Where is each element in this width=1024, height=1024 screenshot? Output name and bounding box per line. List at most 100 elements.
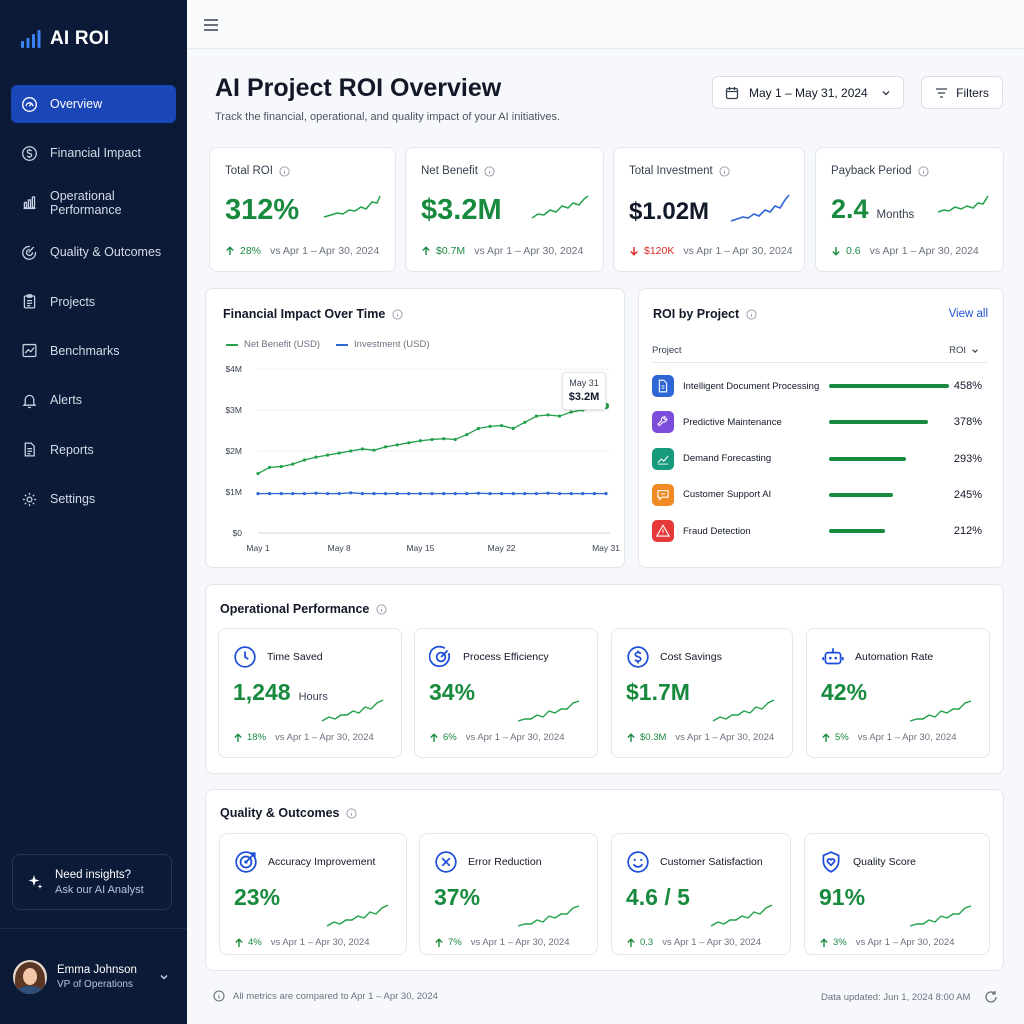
data-point[interactable] bbox=[302, 458, 306, 462]
data-point[interactable] bbox=[488, 424, 492, 428]
filters-button[interactable]: Filters bbox=[921, 76, 1003, 109]
data-point[interactable] bbox=[349, 449, 353, 453]
chart-legend: Net Benefit (USD) Investment (USD) bbox=[226, 339, 430, 350]
data-point[interactable] bbox=[569, 410, 573, 414]
data-point[interactable] bbox=[360, 447, 364, 451]
data-point[interactable] bbox=[349, 491, 353, 495]
data-point[interactable] bbox=[476, 491, 480, 495]
data-point[interactable] bbox=[384, 445, 388, 449]
chevron-down-icon bbox=[882, 90, 890, 95]
info-icon[interactable] bbox=[392, 308, 403, 320]
legend-item[interactable]: Net Benefit (USD) bbox=[226, 339, 320, 350]
info-icon[interactable] bbox=[376, 603, 387, 615]
info-icon[interactable] bbox=[279, 165, 290, 177]
data-point[interactable] bbox=[279, 464, 283, 469]
data-point[interactable] bbox=[546, 413, 550, 417]
data-point[interactable] bbox=[465, 433, 469, 437]
data-point[interactable] bbox=[511, 426, 515, 431]
data-point[interactable] bbox=[291, 462, 295, 466]
legend-item[interactable]: Investment (USD) bbox=[336, 339, 430, 350]
sidebar-item-financial-impact[interactable]: Financial Impact bbox=[11, 134, 176, 172]
section-title: Quality & Outcomes bbox=[220, 806, 340, 820]
brand[interactable]: AI ROI bbox=[20, 28, 109, 50]
data-point[interactable] bbox=[500, 423, 504, 428]
data-point[interactable] bbox=[511, 492, 515, 496]
data-point[interactable] bbox=[558, 492, 562, 496]
data-point[interactable] bbox=[546, 491, 550, 495]
kpi-delta: $120K bbox=[644, 245, 675, 257]
data-point[interactable] bbox=[372, 448, 376, 452]
data-point[interactable] bbox=[581, 492, 585, 496]
sidebar-item-alerts[interactable]: Alerts bbox=[11, 381, 176, 419]
data-point[interactable] bbox=[488, 492, 492, 496]
data-point[interactable] bbox=[442, 437, 446, 441]
ai-analyst-card[interactable]: Need insights? Ask our AI Analyst bbox=[12, 854, 172, 910]
data-point[interactable] bbox=[256, 471, 260, 476]
roi-row[interactable]: Predictive Maintenance 378% bbox=[652, 408, 987, 436]
sidebar-item-operational-performance[interactable]: Operational Performance bbox=[11, 184, 176, 222]
data-point[interactable] bbox=[523, 492, 527, 496]
data-point[interactable] bbox=[326, 492, 330, 496]
data-point[interactable] bbox=[314, 455, 318, 459]
data-point[interactable] bbox=[558, 414, 562, 418]
data-point[interactable] bbox=[592, 492, 596, 496]
data-point[interactable] bbox=[384, 492, 388, 496]
data-point[interactable] bbox=[523, 420, 527, 424]
view-all-link[interactable]: View all bbox=[948, 308, 988, 320]
sidebar-item-benchmarks[interactable]: Benchmarks bbox=[11, 332, 176, 370]
user-profile[interactable]: Emma Johnson VP of Operations bbox=[0, 928, 187, 1024]
data-point[interactable] bbox=[302, 492, 306, 496]
data-point[interactable] bbox=[569, 492, 573, 496]
data-point[interactable] bbox=[360, 492, 364, 496]
info-icon[interactable] bbox=[746, 308, 757, 320]
data-point[interactable] bbox=[314, 491, 318, 495]
data-point[interactable] bbox=[395, 443, 399, 447]
data-point[interactable] bbox=[256, 492, 260, 496]
data-point[interactable] bbox=[476, 426, 480, 431]
data-point[interactable] bbox=[279, 492, 283, 496]
info-icon[interactable] bbox=[346, 807, 358, 819]
sidebar-item-reports[interactable]: Reports bbox=[11, 431, 176, 469]
data-point[interactable] bbox=[337, 451, 341, 455]
data-point[interactable] bbox=[372, 492, 376, 496]
roi-row[interactable]: Customer Support AI 245% bbox=[652, 481, 987, 509]
col-roi-sort[interactable]: ROI bbox=[949, 345, 979, 356]
data-point[interactable] bbox=[534, 414, 538, 418]
data-point[interactable] bbox=[534, 492, 538, 496]
data-point[interactable] bbox=[326, 453, 330, 457]
roi-row[interactable]: Intelligent Document Processing 458% bbox=[652, 372, 987, 400]
hamburger-menu-icon[interactable] bbox=[203, 18, 219, 32]
date-range-picker[interactable]: May 1 – May 31, 2024 bbox=[712, 76, 904, 109]
data-point[interactable] bbox=[430, 437, 434, 442]
data-point[interactable] bbox=[291, 492, 295, 496]
refresh-icon[interactable] bbox=[984, 990, 998, 1004]
data-point[interactable] bbox=[337, 492, 341, 496]
sidebar-item-overview[interactable]: Overview bbox=[11, 85, 176, 123]
data-point[interactable] bbox=[604, 492, 608, 496]
info-icon[interactable] bbox=[484, 165, 495, 177]
data-point[interactable] bbox=[465, 492, 469, 496]
data-point[interactable] bbox=[268, 492, 272, 496]
roi-row[interactable]: Demand Forecasting 293% bbox=[652, 445, 987, 473]
data-point[interactable] bbox=[442, 492, 446, 496]
data-point[interactable] bbox=[418, 439, 422, 443]
info-icon[interactable] bbox=[917, 165, 929, 177]
sidebar-item-settings[interactable]: Settings bbox=[11, 480, 176, 518]
metric-footer: 7% vs Apr 1 – Apr 30, 2024 bbox=[434, 937, 570, 948]
data-point[interactable] bbox=[453, 437, 457, 442]
data-point[interactable] bbox=[407, 492, 411, 496]
data-point[interactable] bbox=[268, 465, 272, 469]
info-icon[interactable] bbox=[719, 165, 730, 177]
data-point[interactable] bbox=[407, 441, 411, 445]
dollar-circle-icon bbox=[627, 646, 649, 668]
data-point[interactable] bbox=[418, 492, 422, 496]
logo-bars-icon bbox=[21, 30, 41, 48]
roi-row[interactable]: Fraud Detection 212% bbox=[652, 517, 987, 545]
data-point[interactable] bbox=[500, 492, 504, 496]
sidebar-item-quality-outcomes[interactable]: Quality & Outcomes bbox=[11, 233, 176, 271]
chevron-down-icon[interactable] bbox=[159, 972, 169, 982]
sidebar-item-projects[interactable]: Projects bbox=[11, 283, 176, 321]
data-point[interactable] bbox=[430, 492, 434, 496]
data-point[interactable] bbox=[395, 492, 399, 496]
data-point[interactable] bbox=[453, 492, 457, 496]
